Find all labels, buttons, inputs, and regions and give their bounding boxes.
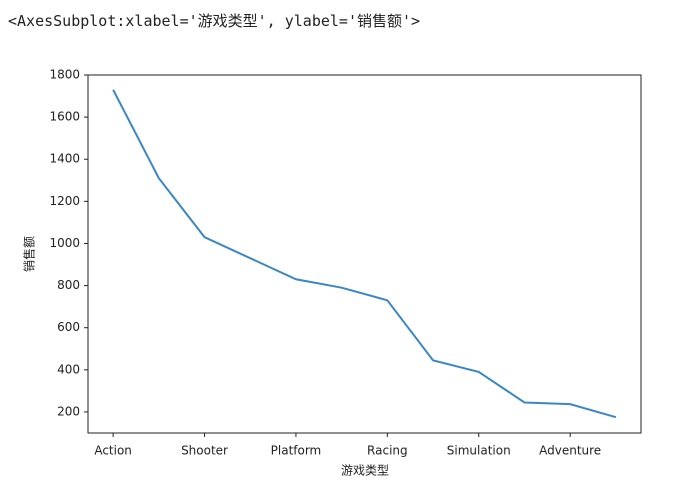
y-tick-label: 400 [57, 362, 80, 376]
output-repr: <AxesSubplot:xlabel='游戏类型', ylabel='销售额'… [8, 12, 421, 30]
x-tick-label: Shooter [181, 444, 228, 458]
x-axis-label: 游戏类型 [341, 464, 389, 478]
y-tick-label: 200 [57, 404, 80, 418]
y-tick-label: 800 [57, 278, 80, 292]
x-tick-label: Action [94, 444, 132, 458]
line [112, 89, 617, 419]
x-tick-label: Platform [271, 444, 322, 458]
x-tick-label: Simulation [447, 444, 511, 458]
y-tick-label: 1000 [49, 236, 80, 250]
y-tick-label: 1800 [49, 68, 80, 82]
y-tick-label: 1600 [49, 110, 80, 124]
y-axis-label: 销售额 [22, 236, 37, 272]
y-tick-label: 1200 [49, 194, 80, 208]
x-tick-label: Adventure [539, 444, 601, 458]
y-tick-label: 600 [57, 320, 80, 334]
plot-frame [87, 74, 642, 434]
x-tick-label: Racing [367, 444, 408, 458]
y-tick-label: 1400 [49, 152, 80, 166]
